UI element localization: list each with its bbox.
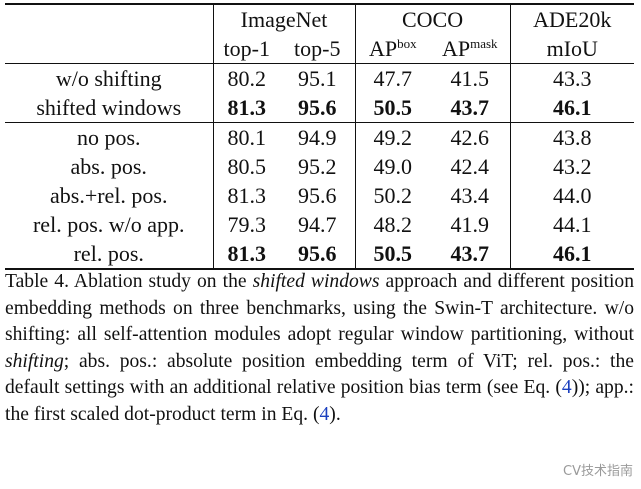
table-cell: 44.1 — [509, 210, 635, 239]
table-section: no pos. 80.1 94.9 49.2 42.6 43.8 abs. pos. 80.5… — [5, 122, 635, 270]
row-label: no pos. — [76, 125, 141, 150]
table-cell: 43.4 — [450, 183, 490, 208]
column-header-text: top-1 — [223, 36, 270, 61]
table-cell: 95.6 — [298, 183, 337, 208]
table-cell: 49.2 — [354, 122, 431, 152]
caption-segment: approach and different position embeddin… — [5, 271, 634, 346]
table-row: abs. pos. 80.5 95.2 49.0 42.4 43.2 — [5, 152, 635, 181]
header-cell — [5, 3, 213, 34]
table-cell: 41.5 — [450, 66, 490, 91]
table-cell: 47.7 — [354, 63, 431, 93]
group-header: COCO — [354, 3, 511, 34]
table-cell: 95.6 — [280, 239, 356, 270]
table-cell: 95.1 — [298, 66, 337, 91]
table-cell: 43.7 — [430, 239, 511, 270]
column-header-sup: mask — [470, 36, 498, 51]
table-cell: 80.1 — [212, 122, 280, 152]
table-cell: 44.0 — [509, 181, 635, 210]
table-cell: 48.2 — [354, 210, 431, 239]
table-row: shifted windows 81.3 95.6 50.5 43.7 46.1 — [5, 93, 635, 123]
column-header-text: top-5 — [294, 36, 341, 61]
caption-segment: shifted windows — [252, 271, 380, 292]
table-cell: 50.5 — [354, 239, 431, 270]
caption-segment: ; abs. pos.: absolute position embedding… — [5, 350, 634, 399]
table-cell: 79.3 — [212, 210, 280, 239]
table-cell: 80.2 — [212, 63, 280, 93]
table-header: ImageNet COCO ADE20k top-1 top-5 APbox APma… — [5, 3, 635, 64]
caption: Table 4. Ablation study on the shifted w… — [5, 269, 634, 429]
table-cell: 46.1 — [509, 239, 635, 270]
column-header: top-5 — [280, 34, 356, 64]
row-label: abs.+rel. pos. — [50, 183, 168, 208]
caption-segment: 4 — [561, 377, 572, 399]
table-cell: 81.3 — [212, 93, 280, 123]
column-header-text: mIoU — [546, 36, 598, 61]
table-row: no pos. 80.1 94.9 49.2 42.6 43.8 — [5, 122, 635, 152]
row-label: w/o shifting — [55, 66, 162, 91]
table-cell: 49.0 — [354, 152, 431, 181]
table-cell: 46.1 — [509, 93, 635, 123]
caption-segment: )); app.: the first scaled dot-product t… — [5, 377, 634, 425]
watermark: CV技术指南 — [563, 464, 633, 479]
row-label: rel. pos. w/o app. — [32, 212, 185, 237]
table-cell: 95.6 — [280, 93, 356, 123]
table-cell: 94.7 — [298, 212, 337, 237]
caption-segment: ). — [329, 403, 341, 425]
table-cell: 43.3 — [509, 63, 635, 93]
caption-segment: Table 4. Ablation study on the — [5, 271, 253, 292]
row-label: shifted windows — [5, 93, 213, 123]
row-label: abs. pos. — [70, 154, 147, 179]
table-cell: 50.5 — [354, 93, 431, 123]
table-cell: 42.6 — [450, 125, 490, 150]
table-cell: 94.9 — [298, 125, 337, 150]
column-header: APbox — [354, 34, 431, 64]
table-row: abs.+rel. pos. 81.3 95.6 50.2 43.4 44.0 — [5, 181, 635, 210]
column-header-text: AP — [441, 36, 471, 61]
column-header: top-1 — [212, 34, 280, 64]
table-cell: 80.5 — [212, 152, 280, 181]
table-cell: 43.2 — [509, 152, 635, 181]
results-table: ImageNet COCO ADE20k top-1 top-5 APbox APma… — [5, 3, 635, 270]
column-header: mIoU — [509, 34, 635, 64]
table-cell: 95.2 — [298, 154, 337, 179]
row-label: rel. pos. — [5, 239, 213, 270]
column-header: APmask — [430, 34, 511, 64]
table-cell: 43.8 — [509, 122, 635, 152]
header-cell — [5, 34, 213, 64]
table-cell: 81.3 — [212, 239, 280, 270]
table-row: rel. pos. 81.3 95.6 50.5 43.7 46.1 — [5, 239, 635, 270]
table-cell: 42.4 — [450, 154, 490, 179]
column-header-text: AP — [368, 36, 398, 61]
table-row: rel. pos. w/o app. 79.3 94.7 48.2 41.9 44.1 — [5, 210, 635, 239]
table-row: w/o shifting 80.2 95.1 47.7 41.5 43.3 — [5, 63, 635, 93]
table-section: w/o shifting 80.2 95.1 47.7 41.5 43.3 shifted … — [5, 63, 635, 123]
table-cell: 50.2 — [354, 181, 431, 210]
group-header: ADE20k — [509, 3, 635, 34]
table-cell: 43.7 — [430, 93, 511, 123]
group-header: ImageNet — [212, 3, 356, 34]
table-cell: 41.9 — [450, 212, 490, 237]
caption-segment: shifting — [5, 350, 64, 372]
table-cell: 81.3 — [212, 181, 280, 210]
column-header-sup: box — [397, 36, 417, 51]
caption-segment: 4 — [319, 403, 330, 425]
